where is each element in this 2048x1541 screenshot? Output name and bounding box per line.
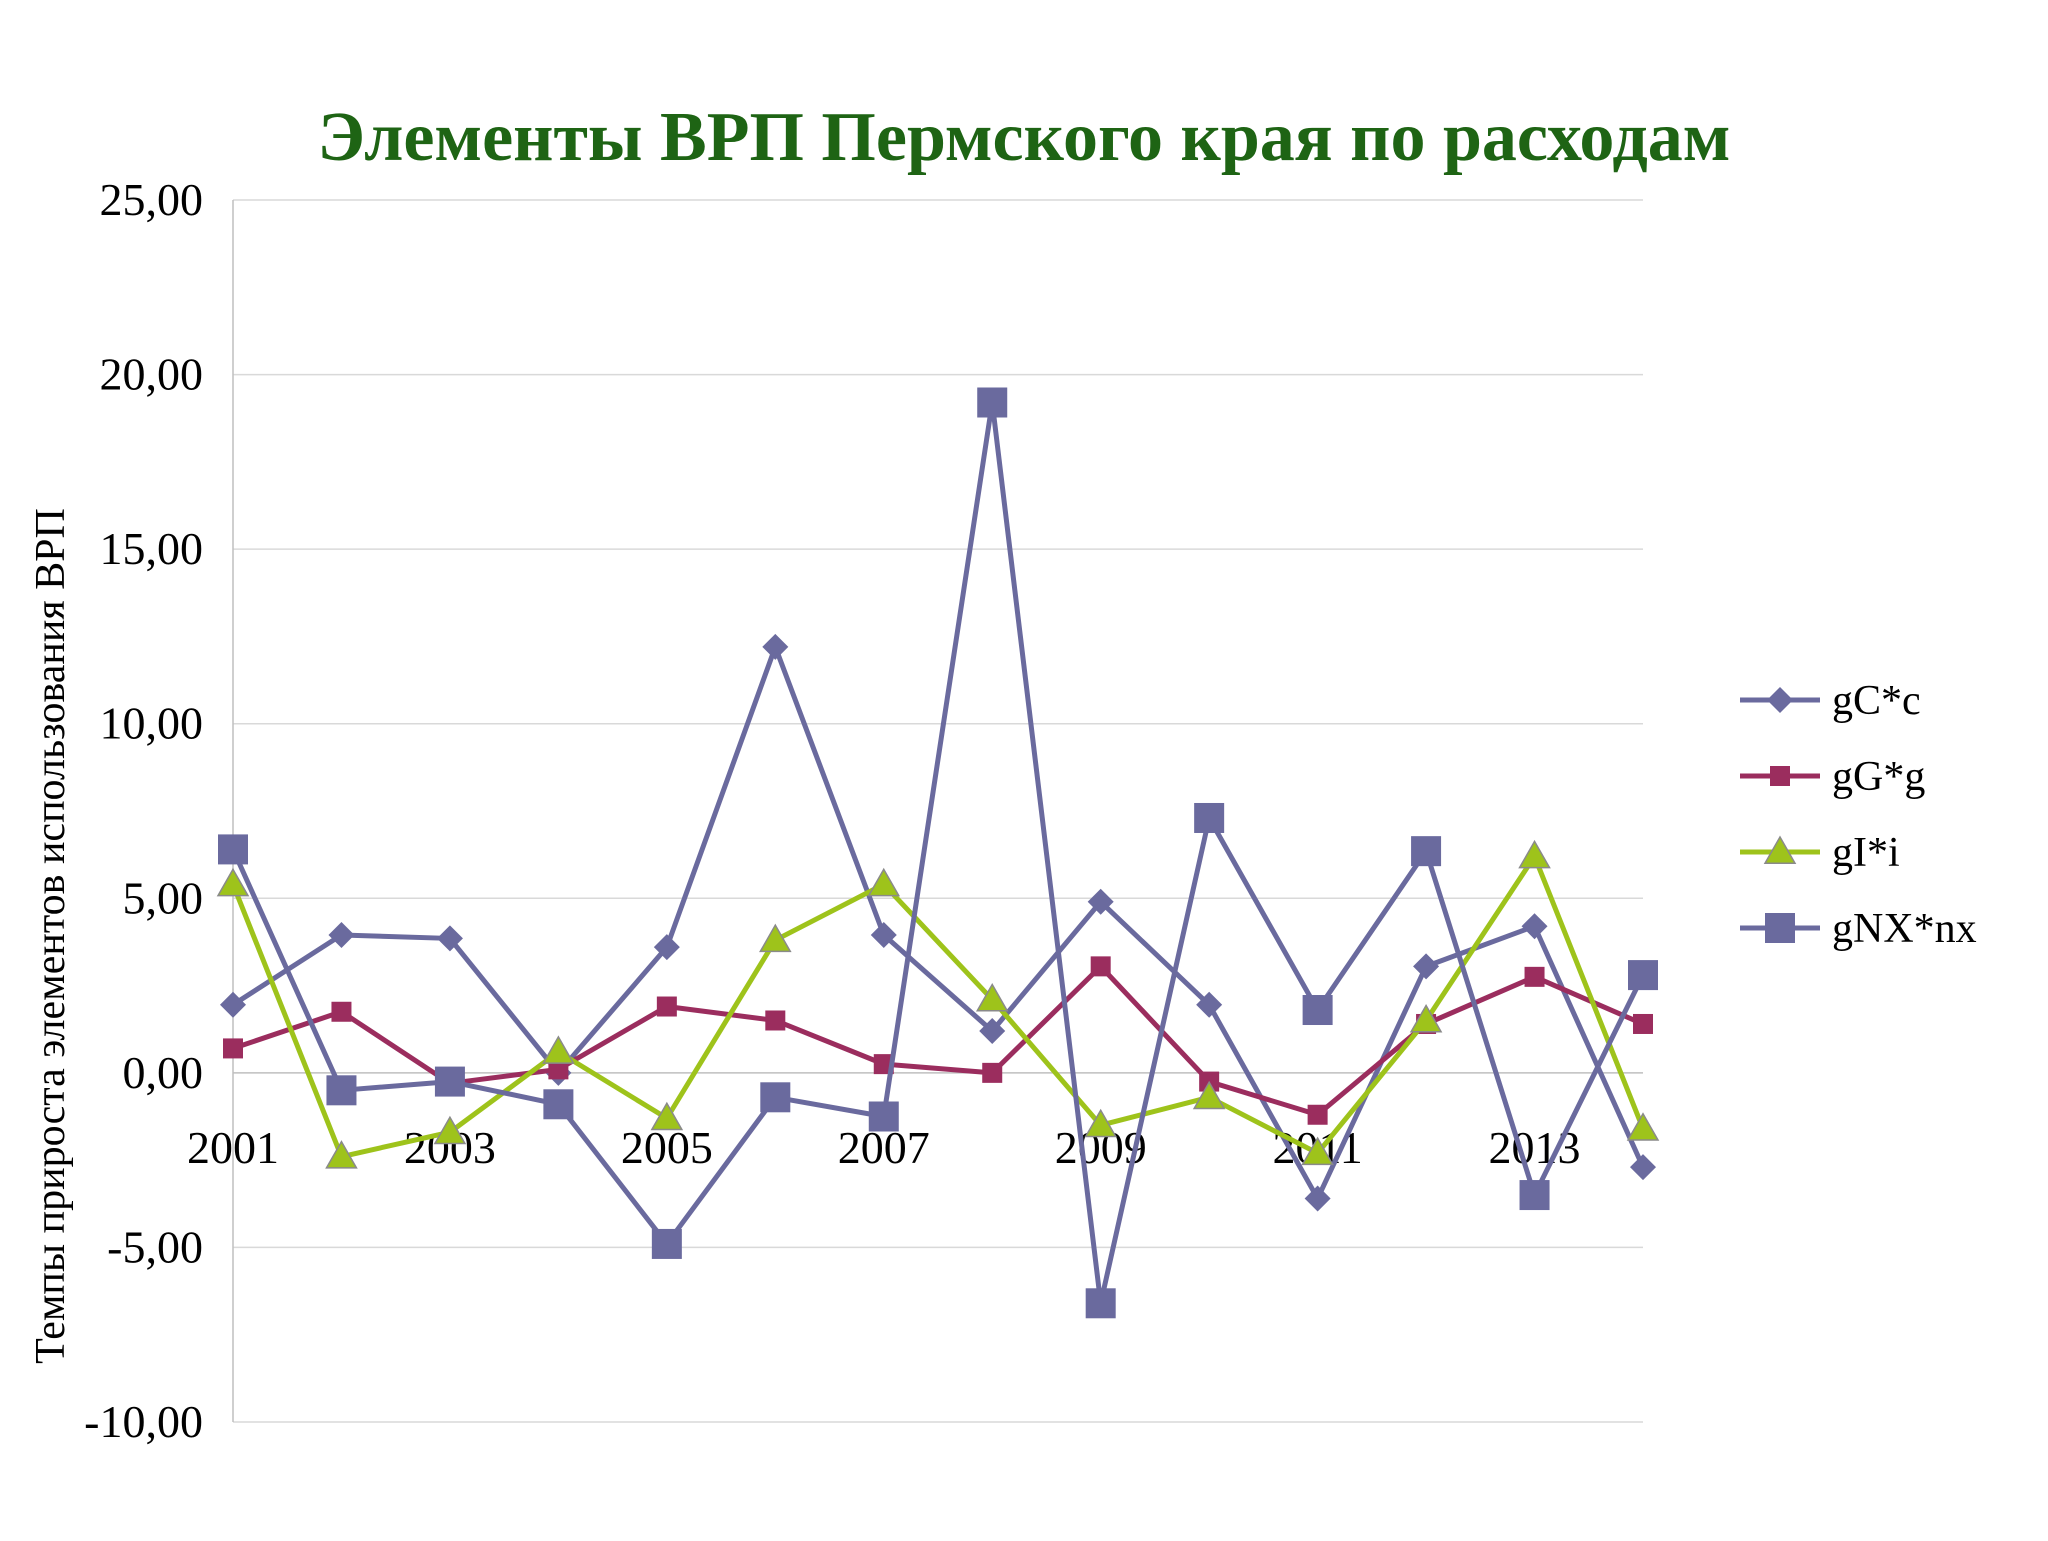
data-point — [977, 387, 1008, 418]
data-point — [1524, 966, 1545, 987]
data-point — [979, 1017, 1006, 1044]
chart-title: Элементы ВРП Пермского края по расходам — [318, 99, 1731, 176]
y-tick-label: 10,00 — [100, 698, 204, 749]
legend-label: gNX*nx — [1832, 906, 1977, 952]
data-point — [1633, 1013, 1653, 1034]
data-point — [1087, 888, 1114, 915]
legend-label: gI*i — [1832, 830, 1900, 876]
legend-marker — [1770, 766, 1790, 786]
legend-marker — [1765, 913, 1795, 943]
data-point — [1090, 956, 1111, 977]
data-point — [433, 1115, 467, 1145]
series-4 — [218, 387, 1658, 1319]
data-point — [656, 996, 677, 1017]
data-point — [223, 1038, 243, 1059]
series-line — [230, 853, 1646, 1160]
data-point — [1411, 836, 1442, 867]
series-1 — [220, 633, 1656, 1212]
data-point — [1626, 1112, 1660, 1141]
y-tick-label: 20,00 — [100, 349, 204, 400]
x-tick-label: 2005 — [621, 1122, 713, 1173]
data-point — [651, 1228, 682, 1259]
data-point — [325, 1140, 358, 1169]
data-point — [650, 1101, 684, 1131]
y-tick-label: 15,00 — [100, 523, 204, 574]
legend-marker — [1767, 687, 1793, 713]
data-point — [765, 1010, 786, 1031]
y-axis-label: Темпы прироста элементов использования В… — [28, 508, 74, 1364]
series-layer — [216, 387, 1660, 1319]
data-point — [1413, 953, 1440, 980]
data-point — [1196, 991, 1223, 1018]
data-point — [1301, 1136, 1334, 1166]
legend-label: gG*g — [1832, 754, 1925, 800]
series-line — [230, 400, 1646, 1306]
data-point — [1307, 1104, 1328, 1125]
data-point — [216, 867, 250, 897]
data-point — [543, 1089, 574, 1120]
data-point — [328, 921, 355, 948]
data-point — [867, 867, 901, 897]
data-point — [1084, 1108, 1117, 1138]
data-point — [326, 1075, 357, 1106]
axes: -10,00 -5,00 0,00 5,00 10,00 15,00 20,00 25,00 2… — [84, 174, 1643, 1447]
data-point — [759, 923, 792, 953]
legend-item: gNX*nx — [1740, 906, 1977, 952]
data-point — [1085, 1288, 1116, 1319]
data-point — [1409, 1003, 1443, 1033]
data-point — [1630, 1154, 1656, 1181]
data-point — [542, 1035, 575, 1064]
data-point — [436, 925, 463, 952]
data-point — [762, 633, 789, 660]
data-point — [870, 921, 897, 948]
data-point — [1302, 995, 1333, 1026]
series-line — [231, 644, 1646, 1202]
y-tick-label: 5,00 — [123, 872, 204, 923]
data-point — [434, 1066, 465, 1097]
gridlines — [233, 199, 1643, 1423]
data-point — [1304, 1185, 1331, 1212]
legend-marker — [1763, 835, 1797, 864]
y-tick-label: -5,00 — [107, 1221, 203, 1272]
data-point — [1518, 839, 1551, 869]
series-3 — [216, 839, 1660, 1169]
y-tick-label: -10,00 — [84, 1396, 203, 1447]
data-point — [1521, 913, 1548, 940]
data-point — [1628, 960, 1658, 991]
data-point — [868, 1101, 899, 1132]
legend: gC*c gG*g gI*i gNX*nx — [1740, 678, 1977, 952]
legend-label: gC*c — [1832, 678, 1921, 724]
data-point — [653, 934, 680, 961]
legend-item: gC*c — [1740, 678, 1921, 724]
x-tick-label: 2001 — [187, 1122, 279, 1173]
data-point — [1519, 1180, 1550, 1211]
legend-item: gI*i — [1740, 830, 1900, 876]
data-point — [760, 1082, 791, 1113]
data-point — [1194, 802, 1225, 833]
y-tick-label: 25,00 — [100, 174, 204, 225]
data-point — [548, 1059, 569, 1080]
data-point — [331, 1001, 352, 1022]
data-point — [1192, 1080, 1226, 1110]
data-point — [218, 834, 248, 865]
data-point — [220, 991, 246, 1018]
y-tick-label: 0,00 — [123, 1047, 204, 1098]
legend-item: gG*g — [1740, 754, 1925, 800]
data-point — [982, 1062, 1003, 1083]
data-point — [975, 983, 1009, 1012]
